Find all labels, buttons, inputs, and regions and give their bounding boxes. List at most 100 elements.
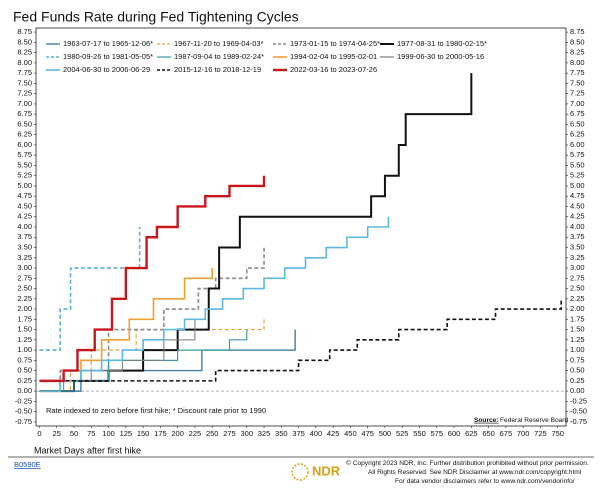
y-tick-label: 5.25 — [17, 171, 32, 180]
legend-label: 1987-09-04 to 1989-02-24* — [174, 52, 264, 61]
y-tick-label: 2.25 — [17, 294, 32, 303]
y2-tick-label: 4.25 — [570, 212, 585, 221]
series-line — [39, 227, 141, 351]
x-tick-label: 750 — [551, 429, 564, 438]
x-tick-label: 650 — [482, 429, 495, 438]
y2-tick-label: 8.25 — [570, 48, 585, 57]
series-line — [39, 73, 473, 393]
series-line — [39, 329, 296, 392]
x-tick-label: 425 — [327, 429, 340, 438]
y2-tick-label: -0.50 — [570, 407, 587, 416]
y2-tick-label: 8.75 — [570, 27, 585, 36]
legend-label: 1980-09-26 to 1981-05-05* — [63, 52, 153, 61]
y2-tick-label: 5.50 — [570, 160, 585, 169]
y-tick-label: -0.75 — [15, 417, 32, 426]
copyright-line: For data vendor disclaimers refer to www… — [395, 478, 575, 485]
x-tick-label: 400 — [310, 429, 323, 438]
x-tick-label: 450 — [344, 429, 357, 438]
y-tick-label: 0.00 — [17, 386, 32, 395]
note: Rate indexed to zero before first hike; … — [46, 406, 266, 415]
x-tick-label: 125 — [120, 429, 133, 438]
y-tick-label: 8.25 — [17, 48, 32, 57]
y-tick-label: 3.00 — [17, 263, 32, 272]
x-tick-label: 550 — [413, 429, 426, 438]
y2-tick-label: 1.00 — [570, 345, 585, 354]
series-line — [39, 175, 266, 383]
x-tick-label: 300 — [240, 429, 253, 438]
x-tick-label: 600 — [448, 429, 461, 438]
x-tick-label: 350 — [275, 429, 288, 438]
y2-tick-label: 7.25 — [570, 89, 585, 98]
series-line — [39, 319, 196, 392]
y2-tick-label: 8.50 — [570, 37, 585, 46]
y-tick-label: 7.50 — [17, 78, 32, 87]
x-tick-label: 100 — [102, 429, 115, 438]
y-tick-label: 0.50 — [17, 366, 32, 375]
y-tick-label: 6.25 — [17, 130, 32, 139]
y-tick-label: 1.50 — [17, 325, 32, 334]
copyright-line: © Copyright 2023 NDR, Inc. Further distr… — [346, 459, 589, 467]
y2-tick-label: 1.50 — [570, 325, 585, 334]
y2-tick-label: -0.25 — [570, 396, 587, 405]
x-tick-label: 575 — [431, 429, 444, 438]
legend-label: 2022-03-16 to 2023-07-26 — [290, 65, 377, 74]
y2-tick-label: 3.75 — [570, 232, 585, 241]
y-tick-label: 4.25 — [17, 212, 32, 221]
plot-frame — [35, 27, 567, 427]
y-tick-label: 8.50 — [17, 37, 32, 46]
x-tick-label: 75 — [87, 429, 95, 438]
brand: NDR — [312, 463, 341, 478]
y2-tick-label: 3.00 — [570, 263, 585, 272]
legend-label: 1999-06-30 to 2000-05-16 — [397, 52, 484, 61]
x-tick-label: 200 — [171, 429, 184, 438]
y2-tick-label: 6.25 — [570, 130, 585, 139]
y2-tick-label: 0.50 — [570, 366, 585, 375]
y2-tick-label: 6.00 — [570, 140, 585, 149]
y2-tick-label: 5.25 — [570, 171, 585, 180]
y-tick-label: 3.50 — [17, 242, 32, 251]
y2-tick-label: -0.75 — [570, 417, 587, 426]
x-tick-label: 700 — [517, 429, 530, 438]
legend-label: 2015-12-16 to 2018-12-19 — [174, 65, 261, 74]
y2-tick-label: 2.75 — [570, 273, 585, 282]
y2-tick-label: 0.25 — [570, 376, 585, 385]
y2-tick-label: 3.25 — [570, 253, 585, 262]
y-tick-label: 7.75 — [17, 68, 32, 77]
y-tick-label: -0.50 — [15, 407, 32, 416]
x-tick-label: 375 — [292, 429, 305, 438]
y-tick-label: 4.00 — [17, 222, 32, 231]
y-tick-label: 4.75 — [17, 191, 32, 200]
chart-title: Fed Funds Rate during Fed Tightening Cyc… — [13, 9, 299, 25]
y-tick-label: 3.25 — [17, 253, 32, 262]
legend-label: 1973-01-15 to 1974-04-25* — [290, 39, 380, 48]
y-tick-label: 7.25 — [17, 89, 32, 98]
y2-tick-label: 5.00 — [570, 181, 585, 190]
source-label: Source: — [474, 417, 499, 424]
y2-tick-label: 3.50 — [570, 242, 585, 251]
copyright-line: All Rights Reserved. See NDR Disclaimer … — [368, 469, 582, 476]
y-tick-label: 5.50 — [17, 160, 32, 169]
y2-tick-label: 0.75 — [570, 355, 585, 364]
y2-tick-label: 8.00 — [570, 58, 585, 67]
y2-tick-label: 7.50 — [570, 78, 585, 87]
y2-tick-label: 0.00 — [570, 386, 585, 395]
legend-label: 1977-08-31 to 1980-02-15* — [397, 39, 487, 48]
y-tick-label: 1.25 — [17, 335, 32, 344]
y2-tick-label: 1.75 — [570, 314, 585, 323]
y-tick-label: 8.00 — [17, 58, 32, 67]
x-tick-label: 250 — [206, 429, 219, 438]
y-tick-label: -0.25 — [15, 396, 32, 405]
y-tick-label: 0.25 — [17, 376, 32, 385]
x-tick-label: 175 — [154, 429, 167, 438]
y-tick-label: 3.75 — [17, 232, 32, 241]
y-tick-label: 6.75 — [17, 109, 32, 118]
series-line — [39, 216, 390, 392]
x-tick-label: 50 — [70, 429, 78, 438]
y2-tick-label: 2.25 — [570, 294, 585, 303]
series-line — [39, 329, 248, 392]
x-tick-label: 675 — [500, 429, 513, 438]
legend-label: 1994-02-04 to 1995-02-01 — [290, 52, 377, 61]
y2-tick-label: 7.00 — [570, 99, 585, 108]
x-tick-label: 725 — [534, 429, 547, 438]
